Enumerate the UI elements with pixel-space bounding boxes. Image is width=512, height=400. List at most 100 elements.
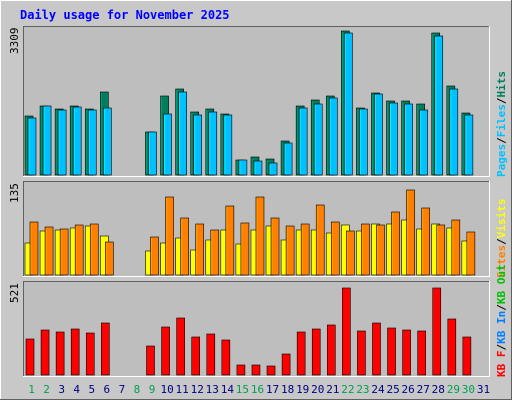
bar-sites-day-28 bbox=[436, 224, 446, 276]
bar-kbf-day-13 bbox=[206, 333, 216, 376]
bar-files-day-28 bbox=[434, 35, 444, 176]
bar-kbf-day-12 bbox=[191, 336, 201, 376]
legend-kb-f: KB F bbox=[495, 351, 508, 378]
bar-files-day-29 bbox=[449, 88, 459, 176]
x-label-day-19: 19 bbox=[296, 383, 309, 396]
x-label-day-10: 10 bbox=[160, 383, 173, 396]
x-label-day-22: 22 bbox=[341, 383, 354, 396]
bar-sites-day-19 bbox=[300, 223, 310, 276]
visits-sites-panel bbox=[23, 181, 490, 277]
bar-sites-day-12 bbox=[195, 223, 205, 276]
bar-files-day-17 bbox=[268, 162, 278, 176]
bar-kbf-day-23 bbox=[357, 330, 366, 376]
legend-1-text: Sites/Visits bbox=[495, 199, 508, 279]
bar-files-day-2 bbox=[42, 105, 52, 176]
bar-files-day-11 bbox=[178, 91, 187, 176]
x-label-day-11: 11 bbox=[176, 383, 189, 396]
bar-files-day-20 bbox=[313, 103, 323, 176]
x-label-day-8: 8 bbox=[134, 383, 141, 396]
bar-sites-day-25 bbox=[391, 211, 400, 276]
bar-files-day-12 bbox=[193, 114, 203, 176]
bar-kbf-day-29 bbox=[447, 318, 457, 376]
bar-sites-day-3 bbox=[59, 228, 69, 276]
x-label-day-28: 28 bbox=[432, 383, 445, 396]
x-label-day-9: 9 bbox=[149, 383, 156, 396]
bar-files-day-14 bbox=[223, 114, 233, 176]
bar-kbf-day-4 bbox=[70, 328, 80, 376]
legend-separator: / bbox=[495, 344, 508, 351]
x-label-day-2: 2 bbox=[43, 383, 50, 396]
bar-kbf-day-17 bbox=[266, 365, 276, 376]
legend-visits: Visits bbox=[495, 199, 508, 239]
legend-kb-out: KB Out bbox=[495, 264, 508, 304]
bar-files-day-26 bbox=[404, 103, 413, 176]
x-label-day-3: 3 bbox=[58, 383, 65, 396]
bar-kbf-day-24 bbox=[372, 322, 381, 376]
bar-kbf-day-27 bbox=[417, 330, 426, 376]
x-label-day-15: 15 bbox=[236, 383, 249, 396]
bar-sites-day-11 bbox=[180, 217, 189, 276]
legend-separator: / bbox=[495, 238, 508, 245]
bar-sites-day-20 bbox=[315, 204, 325, 276]
x-label-day-6: 6 bbox=[104, 383, 111, 396]
bar-files-day-27 bbox=[419, 109, 428, 176]
bar-files-day-6 bbox=[103, 107, 112, 176]
visits-max-label: 135 bbox=[8, 183, 21, 203]
x-label-day-26: 26 bbox=[402, 383, 415, 396]
x-label-day-27: 27 bbox=[417, 383, 430, 396]
bar-sites-day-6 bbox=[105, 241, 114, 276]
bar-sites-day-29 bbox=[451, 219, 461, 276]
bar-sites-day-24 bbox=[376, 224, 385, 276]
x-label-day-12: 12 bbox=[191, 383, 204, 396]
bar-files-day-4 bbox=[72, 106, 82, 176]
bar-kbf-day-30 bbox=[462, 336, 472, 376]
bar-kbf-day-26 bbox=[402, 329, 411, 376]
bar-files-day-10 bbox=[163, 113, 172, 176]
bar-kbf-day-19 bbox=[296, 331, 306, 376]
x-label-day-7: 7 bbox=[119, 383, 126, 396]
bar-files-day-9 bbox=[148, 131, 157, 176]
x-label-day-25: 25 bbox=[386, 383, 399, 396]
bar-sites-day-1 bbox=[29, 221, 39, 276]
bar-files-day-16 bbox=[253, 160, 263, 176]
bar-kbf-day-2 bbox=[40, 329, 50, 376]
bar-kbf-day-10 bbox=[161, 326, 170, 376]
bar-sites-day-23 bbox=[361, 223, 370, 276]
bar-files-day-22 bbox=[344, 32, 353, 176]
bar-sites-day-13 bbox=[210, 229, 220, 276]
bar-files-day-21 bbox=[328, 97, 338, 176]
bar-kbf-day-11 bbox=[176, 317, 185, 376]
bar-files-day-23 bbox=[359, 108, 368, 176]
hits-files-pages-panel bbox=[23, 26, 490, 177]
bar-files-day-3 bbox=[57, 109, 67, 176]
chart-title: Daily usage for November 2025 bbox=[20, 8, 230, 22]
bar-files-day-18 bbox=[283, 142, 293, 176]
x-label-day-4: 4 bbox=[73, 383, 80, 396]
bar-sites-day-18 bbox=[285, 225, 295, 276]
kbytes-panel bbox=[23, 281, 490, 377]
bar-kbf-day-18 bbox=[281, 353, 291, 376]
x-label-day-1: 1 bbox=[28, 383, 35, 396]
bar-sites-day-16 bbox=[255, 196, 265, 276]
bar-kbf-day-15 bbox=[236, 364, 246, 376]
bar-kbf-day-9 bbox=[146, 345, 155, 376]
x-label-day-21: 21 bbox=[326, 383, 339, 396]
legend-files: Files bbox=[495, 104, 508, 137]
legend-kbytes: KB F/KB In/KB Out bbox=[495, 264, 508, 377]
bar-files-day-30 bbox=[464, 114, 474, 176]
bar-sites-day-4 bbox=[74, 224, 84, 276]
x-label-day-31: 31 bbox=[477, 383, 490, 396]
bar-sites-day-10 bbox=[165, 196, 174, 276]
x-label-day-23: 23 bbox=[356, 383, 369, 396]
bar-sites-day-17 bbox=[270, 217, 280, 276]
x-label-day-17: 17 bbox=[266, 383, 279, 396]
bar-files-day-19 bbox=[298, 107, 308, 176]
legend-visits-sites: Sites/Visits bbox=[495, 199, 508, 279]
x-label-day-13: 13 bbox=[206, 383, 219, 396]
legend-separator: / bbox=[495, 97, 508, 104]
legend-hits: Hits bbox=[495, 71, 508, 98]
bar-files-day-25 bbox=[389, 102, 398, 176]
bar-sites-day-14 bbox=[225, 205, 235, 276]
bar-sites-day-9 bbox=[150, 236, 159, 276]
